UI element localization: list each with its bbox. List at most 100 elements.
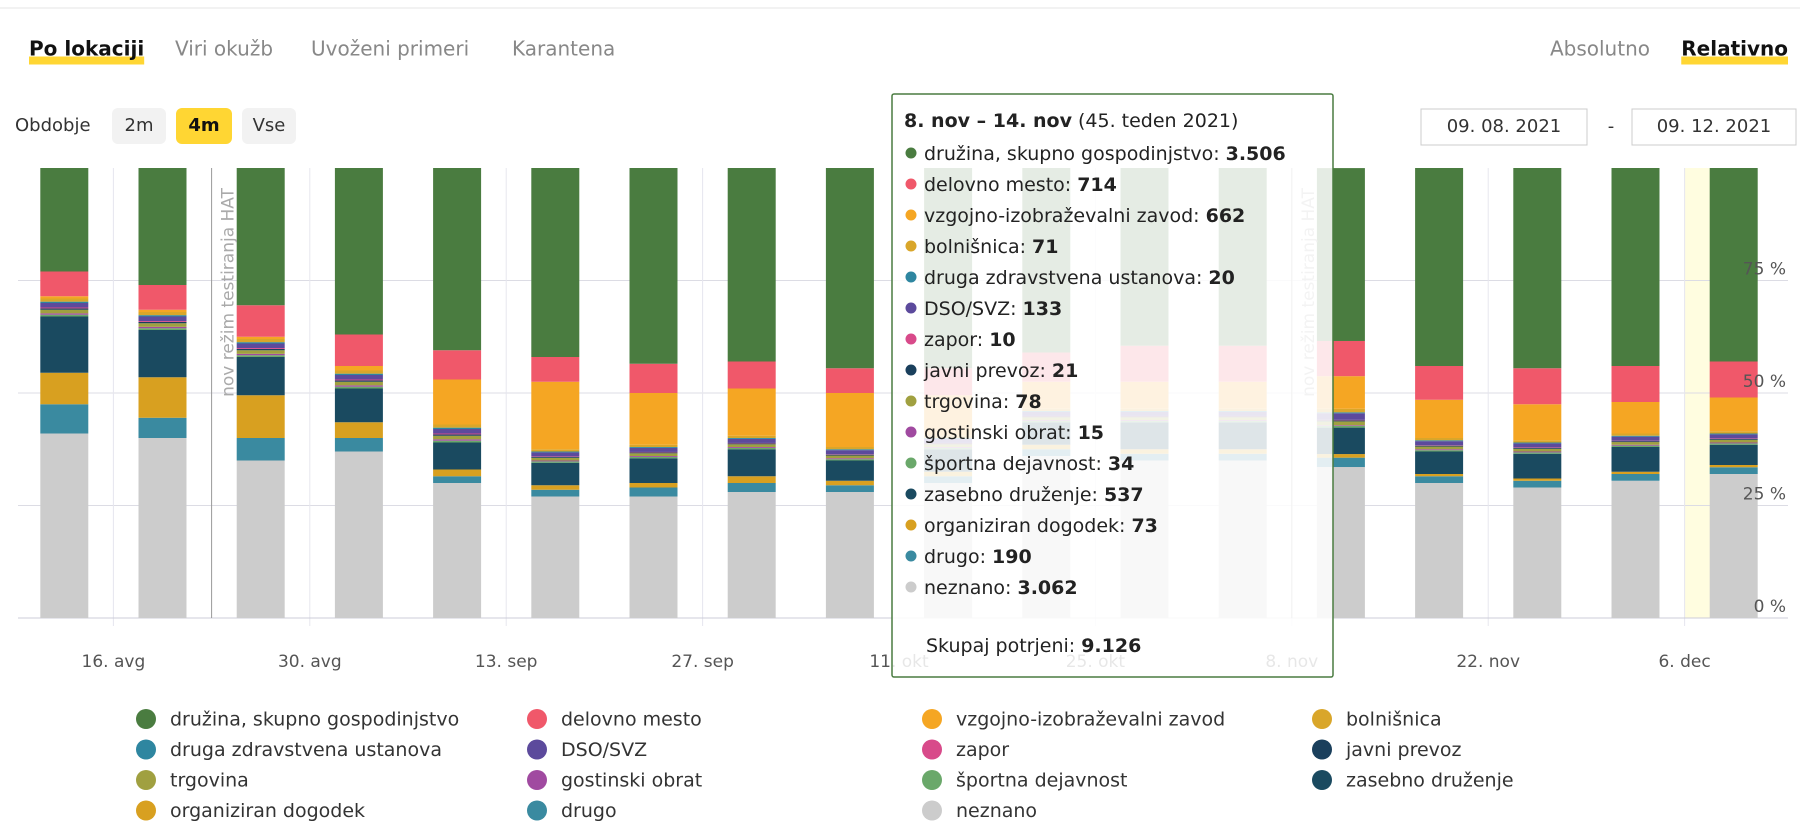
date-to[interactable]: 09. 12. 2021: [1657, 116, 1772, 137]
tooltip-row: organiziran dogodek: 73: [924, 515, 1158, 537]
bar-segment: [1513, 168, 1562, 369]
bar-segment: [531, 460, 580, 462]
tab[interactable]: Uvoženi primeri: [311, 37, 469, 61]
bar-segment: [1513, 448, 1562, 452]
bar-segment: [1415, 441, 1464, 446]
tab[interactable]: Karantena: [512, 37, 615, 61]
tooltip-row-label: vzgojno-izobraževalni zavod:: [924, 205, 1200, 227]
bar-segment: [1709, 438, 1758, 440]
tooltip-row-label: javni prevoz:: [923, 360, 1046, 382]
button[interactable]: [112, 108, 166, 144]
bar-segment: [1513, 452, 1562, 454]
legend-label: drugo: [561, 800, 617, 822]
bar-segment: [1709, 168, 1758, 362]
bar-segment: [727, 443, 776, 445]
date-input[interactable]: [1420, 108, 1588, 146]
bar-segment: [1415, 445, 1464, 447]
y-tick-label: 50 %: [1743, 372, 1786, 392]
legend-swatch: [136, 770, 156, 790]
bar-segment: [433, 435, 482, 440]
tooltip-row-value: 662: [1206, 205, 1246, 227]
bar-segment: [433, 439, 482, 441]
button[interactable]: [176, 108, 232, 144]
bar-segment: [727, 483, 776, 492]
bar-segment: [40, 303, 89, 308]
tooltip-row: drugo: 190: [924, 546, 1032, 568]
button[interactable]: [242, 108, 296, 144]
mode[interactable]: Relativno: [1681, 37, 1788, 61]
bar-segment: [1513, 440, 1562, 443]
tooltip-row-label: družina, skupno gospodinjstvo:: [924, 143, 1220, 165]
button-label[interactable]: Vse: [253, 115, 286, 136]
bar-segment: [40, 298, 89, 302]
date-separator: -: [1608, 116, 1615, 137]
mode[interactable]: Absolutno: [1550, 37, 1650, 61]
bar-segment: [40, 296, 89, 299]
bar-segment: [1316, 413, 1365, 420]
bar-segment: [1513, 480, 1562, 488]
bar-segment: [334, 168, 383, 335]
bar-segment: [825, 458, 874, 460]
bar-segment: [629, 363, 678, 393]
tooltip-row-value: 71: [1032, 236, 1058, 258]
bar-segment: [727, 492, 776, 618]
bar-segment: [236, 168, 285, 306]
bar-segment: [531, 496, 580, 618]
bar-segment: [334, 388, 383, 423]
bar-segment: [236, 336, 285, 339]
bar-segment: [138, 309, 187, 312]
period: Obdobje 2m 4m Vse 09. 08. 2021 - 09. 12.…: [15, 108, 1797, 146]
bar-segment: [1415, 476, 1464, 483]
bar-segment: [1316, 420, 1365, 422]
x-tick-label: 30. avg: [278, 652, 342, 672]
tooltip-row-label: organiziran dogodek:: [924, 515, 1125, 537]
bar-segment: [629, 393, 678, 445]
bar-segment: [1611, 444, 1660, 446]
bar-segment: [1316, 454, 1365, 458]
y-tick-label: 75 %: [1743, 260, 1786, 280]
bar-segment: [1513, 443, 1562, 448]
bar-segment: [138, 285, 187, 310]
bar-segment: [138, 168, 187, 285]
bar-segment: [40, 301, 89, 303]
button-label[interactable]: 4m: [188, 115, 219, 136]
bar-segment: [825, 492, 874, 618]
tooltip-row-value: 78: [1015, 391, 1041, 413]
bar-segment: [629, 168, 678, 364]
bar-segment: [334, 381, 383, 386]
bar-segment: [1415, 474, 1464, 477]
tab[interactable]: Po lokaciji: [29, 37, 144, 61]
legend-swatch: [136, 739, 156, 760]
tooltip-row-value: 190: [992, 546, 1032, 568]
bar-segment: [236, 343, 285, 348]
tooltip-row: DSO/SVZ: 133: [924, 298, 1062, 320]
bar-segment: [334, 451, 383, 618]
tooltip-row: bolnišnica: 71: [924, 236, 1058, 258]
tooltip-row-label: športna dejavnost:: [924, 453, 1102, 475]
tooltip-swatch: [905, 271, 917, 283]
tooltip-swatch: [905, 302, 917, 314]
bar-segment: [1709, 442, 1758, 444]
tooltip-row-value: 3.062: [1017, 577, 1077, 599]
bar-segment: [1611, 474, 1660, 481]
date-input[interactable]: [1631, 108, 1797, 146]
bar-segment: [40, 316, 89, 373]
bar-segment: [1611, 445, 1660, 447]
button-label[interactable]: 2m: [125, 115, 154, 136]
date-from[interactable]: 09. 08. 2021: [1447, 116, 1562, 137]
legend-label: trgovina: [170, 770, 249, 792]
bar-segment: [138, 328, 187, 330]
bar-segment: [40, 309, 89, 314]
legend-label: delovno mesto: [561, 709, 702, 731]
bar-segment: [825, 368, 874, 393]
tooltip-row-value: 714: [1077, 174, 1117, 196]
legend-swatch: [527, 770, 547, 790]
bar-segment: [1415, 450, 1464, 452]
x-tick-label: 22. nov: [1456, 652, 1520, 672]
tab[interactable]: Viri okužb: [175, 37, 273, 61]
legend-swatch: [527, 709, 547, 729]
tooltip-swatch: [905, 209, 917, 221]
tooltip-row-value: 15: [1078, 422, 1104, 444]
bar-segment: [236, 438, 285, 461]
